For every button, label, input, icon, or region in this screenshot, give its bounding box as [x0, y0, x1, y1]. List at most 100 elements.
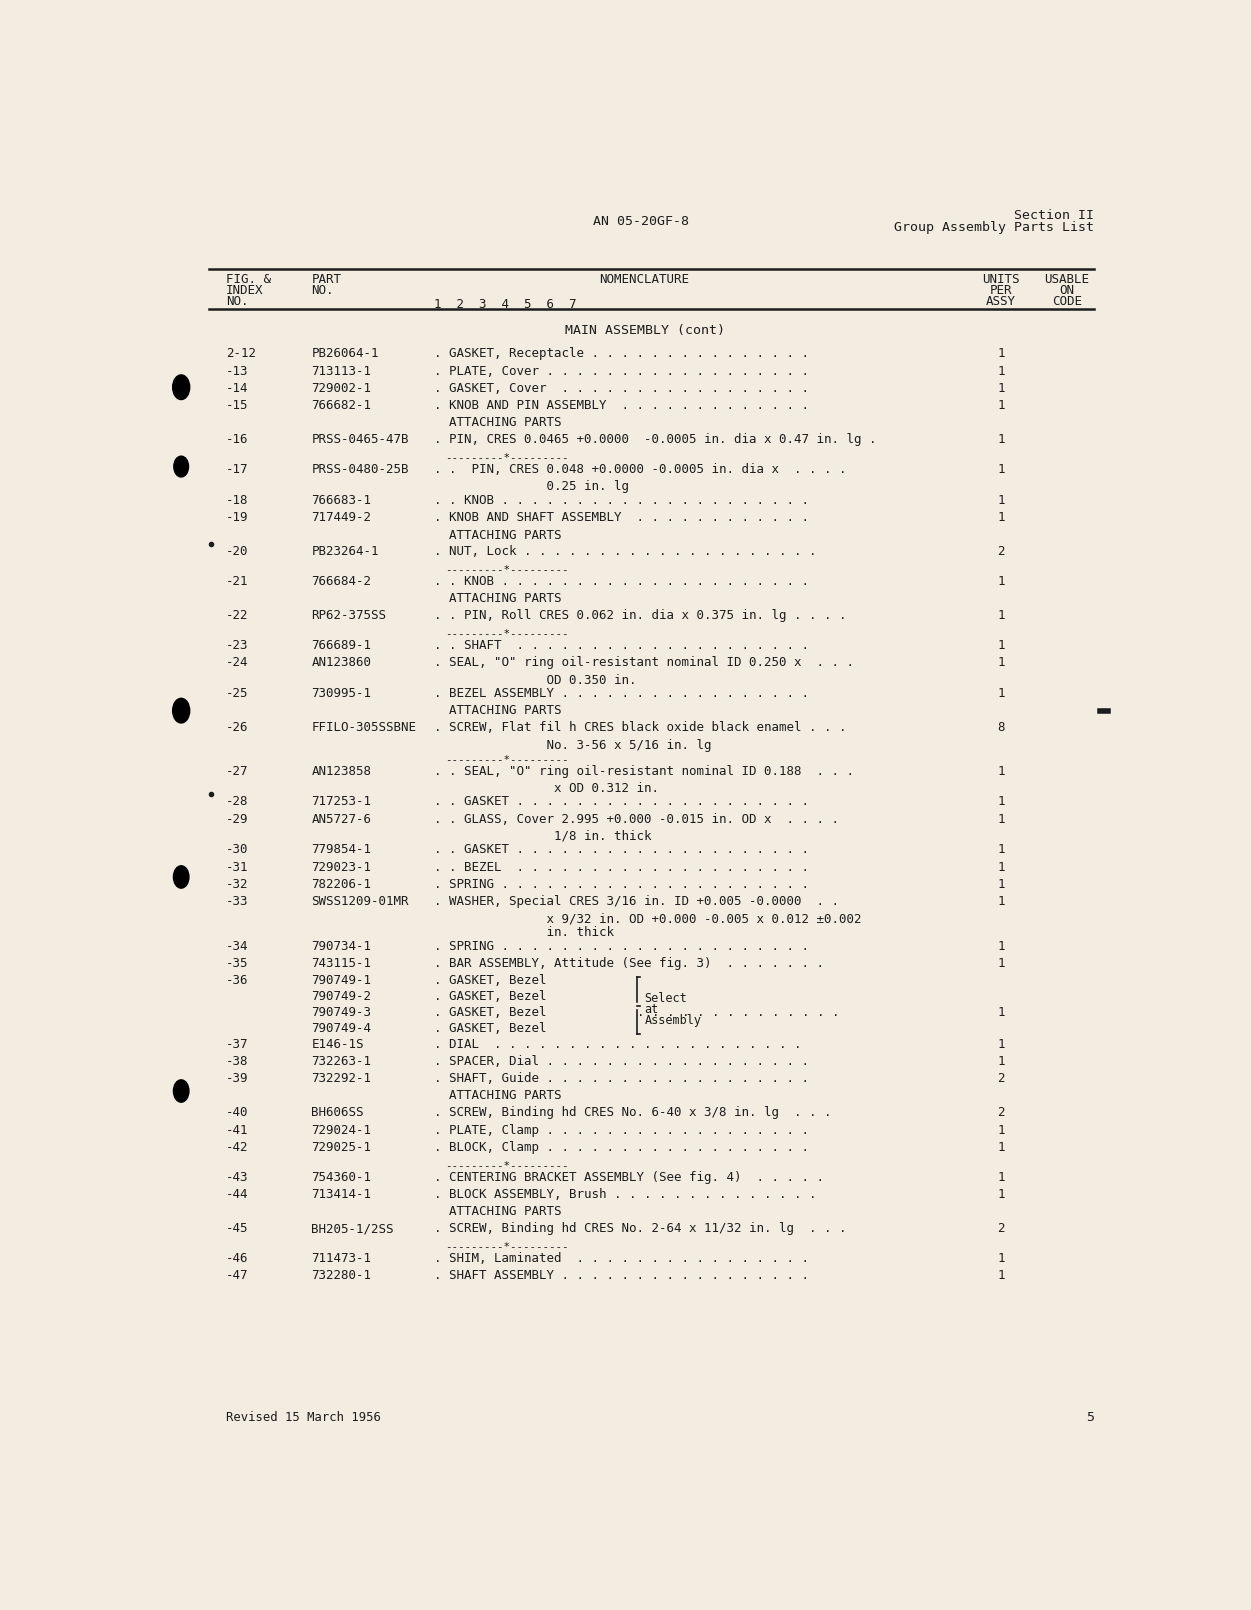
- Text: CODE: CODE: [1052, 295, 1082, 308]
- Text: PB26064-1: PB26064-1: [311, 348, 379, 361]
- Text: 1: 1: [997, 795, 1005, 808]
- Text: -31: -31: [226, 861, 249, 874]
- Text: ---------*---------: ---------*---------: [445, 565, 569, 575]
- Text: 790734-1: 790734-1: [311, 940, 372, 953]
- Text: 766689-1: 766689-1: [311, 639, 372, 652]
- Text: -37: -37: [226, 1037, 249, 1050]
- Text: . BLOCK, Clamp . . . . . . . . . . . . . . . . . .: . BLOCK, Clamp . . . . . . . . . . . . .…: [434, 1141, 809, 1154]
- Text: -24: -24: [226, 657, 249, 670]
- Text: -46: -46: [226, 1253, 249, 1265]
- Text: 1: 1: [997, 639, 1005, 652]
- Text: -15: -15: [226, 399, 249, 412]
- Text: . CENTERING BRACKET ASSEMBLY (See fig. 4)  . . . . .: . CENTERING BRACKET ASSEMBLY (See fig. 4…: [434, 1170, 824, 1183]
- Text: 1: 1: [997, 1253, 1005, 1265]
- Text: INDEX: INDEX: [226, 283, 264, 298]
- Text: BH205-1/2SS: BH205-1/2SS: [311, 1222, 394, 1235]
- Text: -45: -45: [226, 1222, 249, 1235]
- Text: FIG. &: FIG. &: [226, 274, 271, 287]
- Text: 1: 1: [997, 765, 1005, 778]
- Text: 713113-1: 713113-1: [311, 364, 372, 377]
- Text: -16: -16: [226, 433, 249, 446]
- Text: 766683-1: 766683-1: [311, 494, 372, 507]
- Text: 1: 1: [997, 348, 1005, 361]
- Text: . . BEZEL  . . . . . . . . . . . . . . . . . . . .: . . BEZEL . . . . . . . . . . . . . . . …: [434, 861, 809, 874]
- Text: -20: -20: [226, 546, 249, 559]
- Text: 0.25 in. lg: 0.25 in. lg: [434, 480, 629, 493]
- Text: -30: -30: [226, 844, 249, 857]
- Text: Select: Select: [644, 992, 687, 1005]
- Text: AN123860: AN123860: [311, 657, 372, 670]
- Text: 732292-1: 732292-1: [311, 1072, 372, 1085]
- Text: -18: -18: [226, 494, 249, 507]
- Text: 2-12: 2-12: [226, 348, 256, 361]
- Text: ATTACHING PARTS: ATTACHING PARTS: [449, 1090, 562, 1103]
- Text: 717449-2: 717449-2: [311, 512, 372, 525]
- Text: 1: 1: [997, 1055, 1005, 1067]
- Text: -21: -21: [226, 575, 249, 588]
- Text: Section II: Section II: [1015, 209, 1095, 222]
- Text: Revised 15 March 1956: Revised 15 March 1956: [226, 1412, 382, 1425]
- Text: ---------*---------: ---------*---------: [445, 628, 569, 638]
- Text: 766682-1: 766682-1: [311, 399, 372, 412]
- Text: . . GASKET . . . . . . . . . . . . . . . . . . . .: . . GASKET . . . . . . . . . . . . . . .…: [434, 844, 809, 857]
- Text: 729025-1: 729025-1: [311, 1141, 372, 1154]
- Text: 729023-1: 729023-1: [311, 861, 372, 874]
- Text: 730995-1: 730995-1: [311, 687, 372, 700]
- Text: 729024-1: 729024-1: [311, 1124, 372, 1137]
- Text: 1: 1: [997, 1124, 1005, 1137]
- Text: 1: 1: [997, 861, 1005, 874]
- Text: . . SEAL, "O" ring oil-resistant nominal ID 0.188  . . .: . . SEAL, "O" ring oil-resistant nominal…: [434, 765, 854, 778]
- Text: 790749-3: 790749-3: [311, 1006, 372, 1019]
- Text: 1: 1: [997, 657, 1005, 670]
- Text: 1: 1: [997, 1188, 1005, 1201]
- Text: 1: 1: [997, 940, 1005, 953]
- Text: 732263-1: 732263-1: [311, 1055, 372, 1067]
- Text: -19: -19: [226, 512, 249, 525]
- Text: NO.: NO.: [226, 295, 249, 308]
- Text: 1: 1: [997, 433, 1005, 446]
- Text: -38: -38: [226, 1055, 249, 1067]
- Text: AN 05-20GF-8: AN 05-20GF-8: [593, 214, 689, 227]
- Text: ATTACHING PARTS: ATTACHING PARTS: [449, 1206, 562, 1219]
- Text: -34: -34: [226, 940, 249, 953]
- Text: 1: 1: [997, 956, 1005, 971]
- Text: in. thick: in. thick: [434, 926, 614, 939]
- Text: 1: 1: [997, 382, 1005, 394]
- Text: . SCREW, Binding hd CRES No. 6-40 x 3/8 in. lg  . . .: . SCREW, Binding hd CRES No. 6-40 x 3/8 …: [434, 1106, 832, 1119]
- Text: . SHAFT, Guide . . . . . . . . . . . . . . . . . .: . SHAFT, Guide . . . . . . . . . . . . .…: [434, 1072, 809, 1085]
- Text: 1: 1: [997, 1141, 1005, 1154]
- Text: . BLOCK ASSEMBLY, Brush . . . . . . . . . . . . . .: . BLOCK ASSEMBLY, Brush . . . . . . . . …: [434, 1188, 817, 1201]
- Text: 1: 1: [997, 687, 1005, 700]
- Text: ON: ON: [1060, 283, 1075, 298]
- Text: 2: 2: [997, 1222, 1005, 1235]
- Text: . NUT, Lock . . . . . . . . . . . . . . . . . . . .: . NUT, Lock . . . . . . . . . . . . . . …: [434, 546, 817, 559]
- Text: 2: 2: [997, 1072, 1005, 1085]
- Text: . SPRING . . . . . . . . . . . . . . . . . . . . .: . SPRING . . . . . . . . . . . . . . . .…: [434, 940, 809, 953]
- Text: 1: 1: [997, 1037, 1005, 1050]
- Text: . GASKET, Bezel: . GASKET, Bezel: [434, 1022, 547, 1035]
- Text: . KNOB AND SHAFT ASSEMBLY  . . . . . . . . . . . .: . KNOB AND SHAFT ASSEMBLY . . . . . . . …: [434, 512, 809, 525]
- Text: 1: 1: [997, 399, 1005, 412]
- Text: ---------*---------: ---------*---------: [445, 1159, 569, 1170]
- Text: -28: -28: [226, 795, 249, 808]
- Text: x OD 0.312 in.: x OD 0.312 in.: [434, 782, 659, 795]
- Text: 717253-1: 717253-1: [311, 795, 372, 808]
- Text: PRSS-0465-47B: PRSS-0465-47B: [311, 433, 409, 446]
- Text: 743115-1: 743115-1: [311, 956, 372, 971]
- Ellipse shape: [174, 866, 189, 889]
- Text: -36: -36: [226, 974, 249, 987]
- Text: 1: 1: [997, 1170, 1005, 1183]
- Ellipse shape: [173, 699, 190, 723]
- Text: 713414-1: 713414-1: [311, 1188, 372, 1201]
- Text: ATTACHING PARTS: ATTACHING PARTS: [449, 592, 562, 605]
- Text: 1: 1: [997, 844, 1005, 857]
- Text: -27: -27: [226, 765, 249, 778]
- Text: 1  2  3  4  5  6  7: 1 2 3 4 5 6 7: [434, 298, 577, 311]
- Text: . SHAFT ASSEMBLY . . . . . . . . . . . . . . . . .: . SHAFT ASSEMBLY . . . . . . . . . . . .…: [434, 1269, 809, 1282]
- Text: Group Assembly Parts List: Group Assembly Parts List: [894, 221, 1095, 233]
- Text: 2: 2: [997, 546, 1005, 559]
- Text: 790749-1: 790749-1: [311, 974, 372, 987]
- Text: PER: PER: [990, 283, 1012, 298]
- Text: OD 0.350 in.: OD 0.350 in.: [434, 673, 637, 687]
- Text: -40: -40: [226, 1106, 249, 1119]
